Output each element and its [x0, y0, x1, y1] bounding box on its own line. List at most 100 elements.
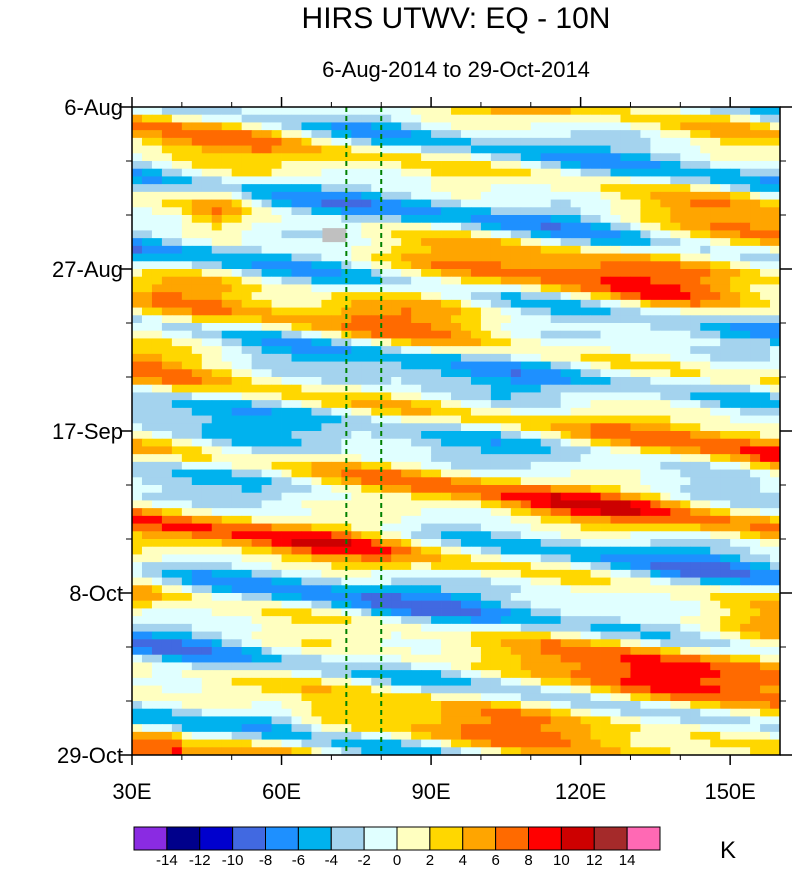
- heatmap-cell: [181, 215, 193, 224]
- heatmap-cell: [221, 137, 233, 146]
- heatmap-cell: [281, 531, 292, 540]
- heatmap-cell: [740, 477, 751, 486]
- heatmap-cell: [610, 569, 621, 578]
- heatmap-cell: [151, 546, 163, 555]
- heatmap-cell: [291, 662, 302, 671]
- heatmap-cell: [191, 562, 203, 571]
- heatmap-cell: [161, 323, 173, 332]
- heatmap-cell: [181, 107, 193, 116]
- heatmap-cell: [710, 153, 721, 162]
- heatmap-cell: [680, 230, 691, 239]
- heatmap-cell: [510, 585, 522, 594]
- heatmap-cell: [640, 608, 651, 617]
- heatmap-cell: [151, 338, 163, 347]
- heatmap-cell: [161, 585, 173, 594]
- heatmap-cell: [451, 531, 462, 540]
- heatmap-cell: [660, 299, 671, 308]
- heatmap-cell: [570, 585, 582, 594]
- heatmap-cell: [500, 539, 512, 548]
- heatmap-cell: [720, 400, 731, 409]
- heatmap-cell: [650, 346, 661, 355]
- heatmap-cell: [341, 461, 352, 470]
- heatmap-cell: [620, 654, 631, 663]
- heatmap-cell: [680, 315, 691, 324]
- heatmap-cell: [640, 284, 651, 293]
- heatmap-cell: [361, 199, 372, 208]
- heatmap-cell: [550, 431, 562, 440]
- heatmap-cell: [251, 261, 262, 270]
- heatmap-cell: [550, 245, 562, 254]
- heatmap-cell: [750, 654, 761, 663]
- heatmap-cell: [470, 215, 482, 224]
- heatmap-cell: [311, 677, 322, 686]
- heatmap-cell: [620, 593, 631, 602]
- heatmap-cell: [271, 292, 282, 301]
- heatmap-cell: [540, 608, 552, 617]
- heatmap-cell: [660, 145, 671, 154]
- heatmap-cell: [271, 299, 282, 308]
- heatmap-cell: [201, 299, 213, 308]
- heatmap-cell: [720, 415, 731, 424]
- heatmap-cell: [391, 469, 402, 478]
- heatmap-cell: [690, 276, 701, 285]
- heatmap-cell: [391, 492, 402, 501]
- heatmap-cell: [530, 346, 542, 355]
- heatmap-cell: [361, 230, 372, 239]
- heatmap-cell: [470, 515, 482, 524]
- heatmap-cell: [421, 647, 432, 656]
- heatmap-cell: [690, 222, 701, 231]
- heatmap-cell: [670, 461, 681, 470]
- heatmap-cell: [480, 199, 492, 208]
- heatmap-cell: [700, 623, 711, 632]
- heatmap-cell: [540, 446, 552, 455]
- heatmap-cell: [391, 284, 402, 293]
- heatmap-cell: [730, 330, 741, 339]
- heatmap-cell: [251, 600, 262, 609]
- heatmap-cell: [580, 407, 591, 416]
- heatmap-cell: [680, 245, 691, 254]
- heatmap-cell: [460, 168, 472, 177]
- heatmap-cell: [251, 577, 262, 586]
- heatmap-cell: [580, 107, 591, 116]
- heatmap-cell: [470, 191, 482, 200]
- heatmap-cell: [251, 531, 262, 540]
- heatmap-cell: [261, 207, 272, 216]
- heatmap-cell: [421, 207, 432, 216]
- heatmap-cell: [700, 245, 711, 254]
- heatmap-cell: [760, 593, 771, 602]
- heatmap-cell: [311, 338, 322, 347]
- heatmap-cell: [361, 207, 372, 216]
- heatmap-cell: [281, 184, 292, 193]
- heatmap-cell: [660, 569, 671, 578]
- heatmap-cell: [560, 199, 572, 208]
- heatmap-cell: [321, 330, 332, 339]
- heatmap-cell: [560, 122, 572, 131]
- heatmap-cell: [401, 639, 412, 648]
- heatmap-cell: [540, 191, 552, 200]
- heatmap-cell: [560, 323, 572, 332]
- heatmap-cell: [341, 569, 352, 578]
- heatmap-cell: [411, 107, 422, 116]
- heatmap-cell: [211, 261, 223, 270]
- heatmap-cell: [650, 238, 661, 247]
- heatmap-cell: [770, 323, 781, 332]
- heatmap-cell: [281, 207, 292, 216]
- heatmap-cell: [570, 199, 582, 208]
- heatmap-cell: [311, 269, 322, 278]
- heatmap-cell: [201, 616, 213, 625]
- heatmap-cell: [301, 145, 312, 154]
- heatmap-cell: [181, 647, 193, 656]
- heatmap-cell: [580, 184, 591, 193]
- heatmap-cell: [132, 299, 143, 308]
- heatmap-cell: [301, 492, 312, 501]
- heatmap-cell: [660, 523, 671, 532]
- heatmap-cell: [570, 207, 582, 216]
- heatmap-cell: [680, 446, 691, 455]
- heatmap-cell: [431, 438, 442, 447]
- heatmap-cell: [251, 230, 262, 239]
- heatmap-cell: [421, 546, 432, 555]
- heatmap-cell: [630, 546, 641, 555]
- heatmap-cell: [540, 338, 552, 347]
- heatmap-cell: [411, 114, 422, 123]
- heatmap-cell: [241, 623, 253, 632]
